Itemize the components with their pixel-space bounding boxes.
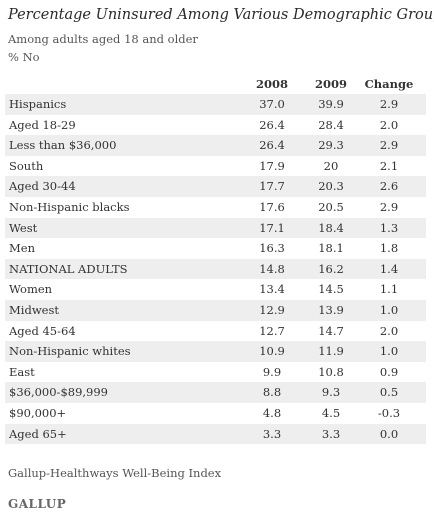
table-row: Women 13.4 14.5 1.1 — [5, 279, 426, 300]
cell-2008: 9.9 — [262, 364, 282, 379]
cell-2008: 17.6 — [259, 199, 285, 214]
cell-change: 1.1 — [379, 282, 399, 297]
table-header: 2008 2009 Change — [5, 74, 426, 94]
cell-2009: 10.8 — [318, 364, 344, 379]
row-label: Less than $36,000 — [9, 138, 117, 153]
row-label: Non-Hispanic blacks — [9, 199, 130, 214]
cell-change: 2.9 — [379, 138, 399, 153]
cell-change: 2.9 — [379, 97, 399, 111]
row-label: Midwest — [9, 302, 59, 317]
table-row: Midwest 12.9 13.9 1.0 — [5, 299, 426, 321]
cell-change: 0.0 — [379, 426, 399, 441]
cell-2008: 14.8 — [259, 261, 285, 276]
data-table: 2008 2009 Change Hispanics 37.0 39.9 2.9 Age… — [5, 74, 426, 445]
column-header-2009: 2009 — [314, 77, 347, 91]
cell-2009: 20.3 — [318, 179, 344, 194]
cell-2009: 28.4 — [318, 117, 344, 132]
table-row: Aged 18-29 26.4 28.4 2.0 — [5, 115, 426, 136]
cell-change: 2.9 — [379, 199, 399, 214]
cell-change: 1.4 — [379, 261, 399, 276]
cell-2009: 11.9 — [318, 344, 344, 359]
row-label: NATIONAL ADULTS — [9, 261, 128, 276]
row-label: $90,000+ — [9, 405, 67, 420]
table-row: Aged 45-64 12.7 14.7 2.0 — [5, 321, 426, 342]
cell-2009: 14.7 — [318, 323, 344, 338]
cell-2008: 4.8 — [262, 405, 282, 420]
cell-2009: 4.5 — [321, 405, 341, 420]
chart-title: Percentage Uninsured Among Various Demog… — [8, 7, 434, 23]
table-row: NATIONAL ADULTS 14.8 16.2 1.4 — [5, 258, 426, 280]
row-label: Aged 18-29 — [9, 117, 76, 132]
cell-change: 1.8 — [379, 241, 399, 256]
table-row: Aged 65+ 3.3 3.3 0.0 — [5, 423, 426, 445]
cell-2008: 16.3 — [259, 241, 285, 256]
cell-2008: 17.7 — [259, 179, 285, 194]
cell-2009: 20.5 — [318, 199, 344, 214]
cell-2008: 10.9 — [259, 344, 285, 359]
cell-change: 2.0 — [379, 117, 399, 132]
cell-2008: 17.9 — [259, 158, 285, 173]
cell-2009: 18.4 — [318, 220, 344, 235]
cell-2009: 20 — [323, 158, 339, 173]
source-note: Gallup-Healthways Well-Being Index — [8, 466, 222, 480]
table-body: Hispanics 37.0 39.9 2.9 Aged 18-29 26.4 28.4 2.… — [5, 94, 426, 445]
row-label: Hispanics — [9, 97, 67, 111]
cell-2008: 8.8 — [262, 385, 282, 400]
table-row: Aged 30-44 17.7 20.3 2.6 — [5, 176, 426, 197]
table-row: East 9.9 10.8 0.9 — [5, 362, 426, 383]
cell-2009: 29.3 — [318, 138, 344, 153]
column-header-change: Change — [364, 77, 414, 91]
cell-2008: 26.4 — [259, 138, 285, 153]
table-row: South 17.9 20 2.1 — [5, 156, 426, 177]
cell-change: 1.0 — [379, 344, 399, 359]
cell-2008: 3.3 — [262, 426, 282, 441]
table-row: Non-Hispanic whites 10.9 11.9 1.0 — [5, 341, 426, 362]
table-row: $90,000+ 4.8 4.5 -0.3 — [5, 403, 426, 424]
cell-change: 2.0 — [379, 323, 399, 338]
cell-2008: 12.9 — [259, 302, 285, 317]
cell-2008: 13.4 — [259, 282, 285, 297]
table-row: West 17.1 18.4 1.3 — [5, 217, 426, 239]
row-label: South — [9, 158, 44, 173]
cell-change: -0.3 — [377, 405, 401, 420]
table-row: Non-Hispanic blacks 17.6 20.5 2.9 — [5, 197, 426, 218]
cell-change: 1.3 — [379, 220, 399, 235]
table-row: Hispanics 37.0 39.9 2.9 — [5, 94, 426, 115]
row-label: Men — [9, 241, 35, 256]
cell-2009: 18.1 — [318, 241, 344, 256]
column-header-2008: 2008 — [255, 77, 288, 91]
cell-change: 2.6 — [379, 179, 399, 194]
cell-2008: 12.7 — [259, 323, 285, 338]
row-label: Non-Hispanic whites — [9, 344, 131, 359]
gallup-logo: GALLUP — [8, 497, 67, 511]
row-label: Aged 65+ — [9, 426, 67, 441]
cell-change: 1.0 — [379, 302, 399, 317]
table-row: Men 16.3 18.1 1.8 — [5, 238, 426, 259]
row-label: East — [9, 364, 35, 379]
cell-2009: 16.2 — [318, 261, 344, 276]
cell-2009: 3.3 — [321, 426, 341, 441]
table-row: Less than $36,000 26.4 29.3 2.9 — [5, 135, 426, 156]
cell-2009: 9.3 — [321, 385, 341, 400]
cell-2008: 37.0 — [259, 97, 285, 111]
cell-2009: 13.9 — [318, 302, 344, 317]
chart-subtitle: Among adults aged 18 and older — [8, 32, 198, 46]
cell-2009: 14.5 — [318, 282, 344, 297]
cell-2009: 39.9 — [318, 97, 344, 111]
cell-2008: 17.1 — [259, 220, 285, 235]
row-label: Women — [9, 282, 53, 297]
row-label: Aged 45-64 — [9, 323, 76, 338]
cell-2008: 26.4 — [259, 117, 285, 132]
cell-change: 0.9 — [379, 364, 399, 379]
unit-label: % No — [8, 50, 40, 64]
row-label: Aged 30-44 — [9, 179, 76, 194]
cell-change: 0.5 — [379, 385, 399, 400]
table-row: $36,000-$89,999 8.8 9.3 0.5 — [5, 382, 426, 403]
cell-change: 2.1 — [379, 158, 399, 173]
row-label: West — [9, 220, 38, 235]
row-label: $36,000-$89,999 — [9, 385, 108, 400]
